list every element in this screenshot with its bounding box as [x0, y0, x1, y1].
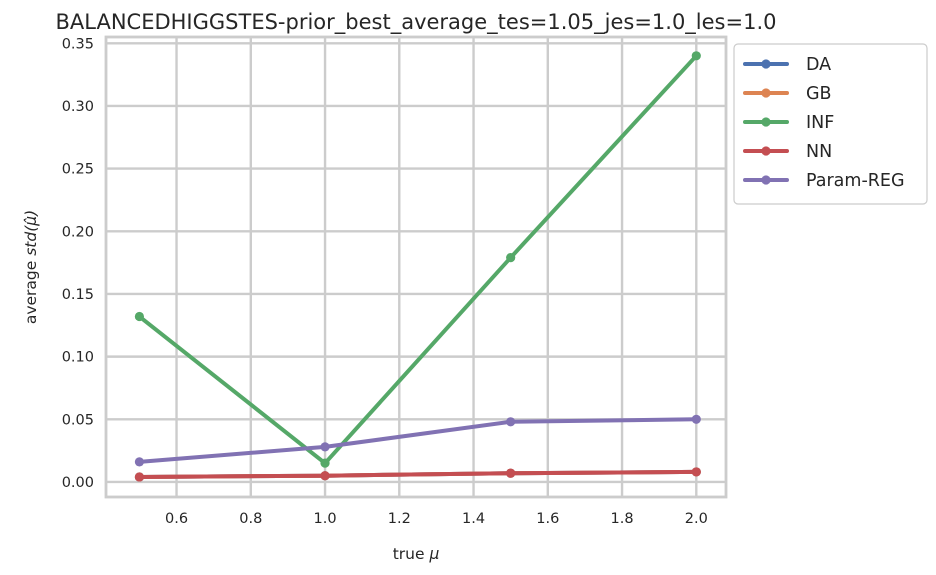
plot-frame: [104, 35, 728, 499]
legend-marker: [761, 59, 771, 69]
x-tick-label: 0.6: [165, 511, 188, 527]
x-axis-ticks: 0.6 0.8 1.0 1.2 1.4 1.6 1.8 2.0: [165, 511, 708, 527]
y-tick-label: 0.25: [62, 162, 94, 178]
legend-label: GB: [806, 84, 832, 104]
series-nn: [134, 467, 701, 482]
legend-item-gb: GB: [743, 84, 832, 104]
data-point-nn: [320, 471, 330, 481]
legend-item-nn: NN: [743, 142, 832, 162]
x-tick-label: 1.0: [314, 511, 337, 527]
y-tick-label: 0.20: [62, 224, 94, 240]
x-tick-label: 0.8: [239, 511, 262, 527]
y-tick-label: 0.30: [62, 99, 94, 115]
series-line-nn: [137, 469, 699, 479]
data-point-nn: [506, 468, 516, 478]
legend-label: NN: [806, 142, 832, 162]
legend-marker: [761, 175, 771, 185]
x-tick-label: 1.4: [462, 511, 485, 527]
legend-marker: [761, 146, 771, 156]
legend-label: Param-REG: [806, 171, 905, 191]
data-point-param-reg: [691, 414, 701, 424]
y-axis-label-symbol: std(μ̂): [22, 210, 40, 256]
legend-marker: [761, 117, 771, 127]
data-point-inf: [134, 311, 145, 322]
data-point-nn: [691, 467, 701, 477]
x-tick-label: 1.2: [388, 511, 411, 527]
series-line-param-reg: [137, 417, 699, 464]
data-point-inf: [320, 458, 330, 468]
series-layer: [134, 51, 701, 482]
y-tick-label: 0.35: [62, 36, 94, 52]
y-tick-label: 0.05: [62, 412, 94, 428]
grid: [106, 37, 726, 497]
legend-label: DA: [806, 55, 831, 75]
y-axis-label: average std(μ̂): [22, 210, 40, 324]
y-axis-ticks: 0.00 0.05 0.10 0.15 0.20 0.25 0.30 0.35: [62, 36, 94, 491]
legend-item-param-reg: Param-REG: [743, 171, 905, 191]
data-point-inf: [506, 252, 516, 263]
x-tick-label: 1.6: [536, 511, 559, 527]
data-point-param-reg: [134, 457, 145, 467]
legend: DA GB INF NN Param-REG: [733, 43, 928, 205]
legend-label: INF: [806, 113, 834, 133]
y-axis-label-prefix: average: [22, 256, 40, 324]
y-tick-label: 0.15: [62, 287, 94, 303]
x-axis-label: true μ: [393, 545, 440, 563]
x-axis-label-symbol: μ: [428, 545, 439, 563]
data-point-nn: [134, 472, 145, 482]
y-tick-label: 0.10: [62, 350, 94, 366]
chart-title: BALANCEDHIGGSTES-prior_best_average_tes=…: [56, 10, 777, 35]
legend-item-inf: INF: [743, 113, 834, 133]
series-inf: [134, 51, 701, 468]
legend-box: [733, 43, 928, 205]
legend-item-da: DA: [743, 55, 831, 75]
x-tick-label: 1.8: [611, 511, 634, 527]
data-point-param-reg: [320, 442, 330, 452]
series-line-inf: [137, 53, 699, 466]
data-point-param-reg: [506, 417, 516, 427]
series-param-reg: [134, 414, 701, 467]
x-axis-label-prefix: true: [393, 545, 430, 563]
data-point-inf: [691, 51, 701, 61]
y-tick-label: 0.00: [62, 475, 94, 491]
x-tick-label: 2.0: [685, 511, 708, 527]
legend-marker: [761, 88, 771, 98]
